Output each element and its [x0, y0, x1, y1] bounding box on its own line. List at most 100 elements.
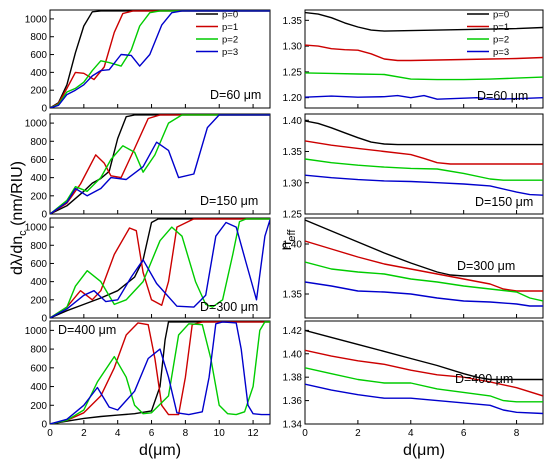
panel-annotation: D=150 μm — [200, 194, 258, 208]
y-axis-label-left: dλ/dnc (nm/RIU) — [9, 161, 29, 275]
y-tick-label: 800 — [30, 345, 47, 356]
y-tick-label: 1.40 — [283, 349, 303, 360]
y-tick-label: 200 — [30, 191, 47, 202]
legend-label: p=3 — [493, 47, 509, 58]
y-tick-label: 600 — [30, 363, 47, 374]
x-tick-label: 4 — [408, 428, 414, 439]
y-tick-label: 1000 — [25, 119, 48, 130]
series-line-p3 — [50, 114, 270, 214]
plot-frame — [49, 217, 271, 319]
y-tick-label: 1.35 — [283, 16, 303, 27]
y-tick-label: 1.25 — [283, 67, 303, 78]
plot-frame — [304, 217, 544, 319]
legend: p=0p=1 p=2p=3 — [196, 10, 238, 58]
series-line-p0 — [305, 11, 543, 32]
x-tick-label: 10 — [214, 428, 226, 439]
x-tick-label: 2 — [81, 428, 87, 439]
y-tick-label: 600 — [30, 50, 47, 61]
y-axis-label-right: neff — [278, 229, 298, 251]
series-line-p3 — [50, 219, 270, 318]
series-line-p1 — [305, 349, 543, 397]
panel-right-2: 1.25 1.30 1.35 1.40 D=150 μm — [283, 113, 544, 221]
series-line-p0 — [305, 120, 543, 146]
series-line-p3 — [305, 94, 543, 100]
legend-label: p=2 — [222, 35, 238, 46]
y-tick-label: 1000 — [25, 223, 48, 234]
panel-annotation: D=60 μm — [477, 89, 528, 103]
x-tick-label: 2 — [355, 428, 361, 439]
series-line-p1 — [50, 114, 270, 214]
y-tick-label: 1.36 — [283, 396, 303, 407]
y-tick-label: 1.20 — [283, 93, 303, 104]
series-line-p2 — [305, 367, 543, 403]
panel-annotation: D=150 μm — [475, 195, 533, 209]
plot-frame — [49, 320, 271, 425]
x-tick-label: 0 — [47, 428, 53, 439]
series-line-p2 — [305, 261, 543, 302]
y-tick-label: 200 — [30, 86, 47, 97]
series-line-p0 — [50, 114, 270, 214]
legend: p=0p=1 p=2p=3 — [467, 10, 509, 58]
legend-label: p=1 — [222, 22, 238, 33]
y-tick-label: 800 — [30, 241, 47, 252]
series-line-p2 — [305, 158, 543, 181]
plot-frame — [49, 9, 271, 109]
y-tick-label: 600 — [30, 259, 47, 270]
panel-annotation: D=300 μm — [457, 259, 515, 273]
y-tick-label: 200 — [30, 295, 47, 306]
panel-left-2: 0 200 400 600 800 1000 D=150 μm — [25, 113, 271, 221]
y-tick-label: 1.35 — [283, 147, 303, 158]
x-tick-label: 0 — [302, 428, 308, 439]
x-tick-label: 6 — [461, 428, 467, 439]
y-tick-label: 1.25 — [283, 210, 303, 221]
series-line-p3 — [305, 383, 543, 415]
y-tick-label: 1.40 — [283, 116, 303, 127]
series-line-p1 — [305, 140, 543, 165]
series-line-p3 — [50, 10, 270, 108]
y-tick-label: 1000 — [25, 326, 48, 337]
y-tick-label: 1.34 — [283, 420, 303, 431]
x-tick-label: 12 — [248, 428, 260, 439]
plot-frame — [304, 320, 544, 425]
y-tick-label: 0 — [41, 420, 47, 431]
y-tick-label: 1.30 — [283, 42, 303, 53]
panel-annotation: D=400 μm — [58, 323, 116, 337]
series-line-p2 — [305, 72, 543, 81]
plot-frame — [49, 113, 271, 215]
y-tick-label: 400 — [30, 277, 47, 288]
y-tick-label: 800 — [30, 137, 47, 148]
y-tick-label: 400 — [30, 173, 47, 184]
panel-left-1: 0 200 400 600 800 1000 D=60 μm p=0p=1 p=2p=3 — [25, 9, 271, 115]
series-line-p2 — [50, 218, 270, 318]
x-axis-label-left: d(μm) — [139, 442, 181, 459]
panel-right-3: 1.35 1.40 D=300 μm — [283, 217, 544, 319]
series-line-p1 — [50, 218, 270, 318]
y-tick-label: 1.35 — [283, 290, 303, 301]
series-line-p3 — [305, 174, 543, 196]
x-tick-label: 8 — [183, 428, 189, 439]
panel-right-4: 1.34 1.36 1.38 1.40 1.42 0 2 4 6 8 D=400 μm — [283, 320, 544, 439]
series-line-p3 — [50, 321, 270, 424]
legend-label: p=3 — [222, 47, 238, 58]
legend-label: p=2 — [493, 35, 509, 46]
series-line-p0 — [305, 329, 543, 381]
y-tick-label: 0 — [41, 210, 47, 221]
x-tick-label: 4 — [115, 428, 121, 439]
series-line-p2 — [50, 10, 270, 108]
panel-left-3: 0 200 400 600 800 1000 D=300 μm — [25, 217, 271, 325]
panel-annotation: D=300 μm — [200, 300, 258, 314]
x-axis-label-right: d(μm) — [403, 442, 445, 459]
y-tick-label: 1.38 — [283, 373, 303, 384]
x-tick-label: 8 — [514, 428, 520, 439]
y-tick-label: 1.42 — [283, 326, 303, 337]
series-line-p2 — [50, 114, 270, 214]
series-line-p0 — [50, 10, 270, 108]
series-line-p1 — [50, 10, 270, 108]
y-tick-label: 800 — [30, 32, 47, 43]
legend-label: p=1 — [493, 22, 509, 33]
panel-annotation: D=400 μm — [455, 372, 513, 386]
y-tick-label: 400 — [30, 382, 47, 393]
panel-annotation: D=60 μm — [210, 88, 261, 102]
panel-right-1: 1.20 1.25 1.30 1.35 D=60 μm p=0p=1 p=2p=3 — [283, 9, 544, 109]
